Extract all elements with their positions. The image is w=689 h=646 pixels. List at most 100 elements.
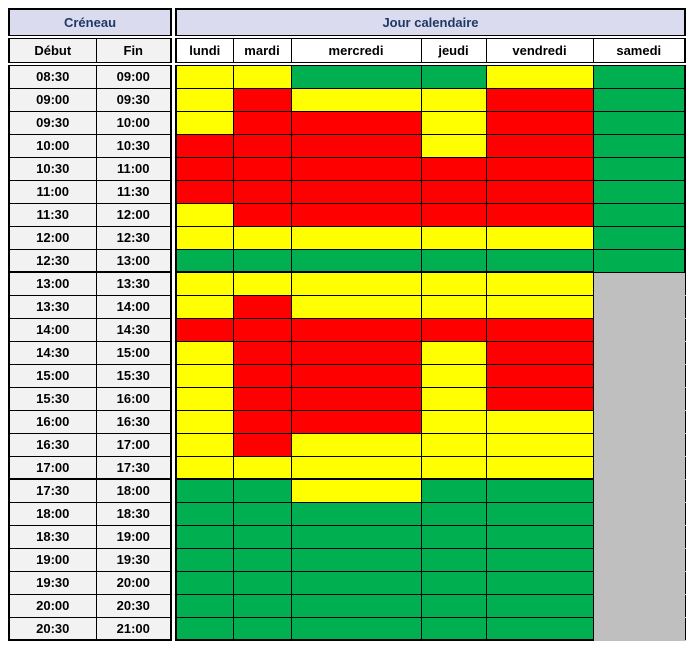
slot-cell-lundi-11:00[interactable] — [175, 179, 234, 204]
slot-cell-jeudi-18:00[interactable] — [420, 501, 487, 526]
slot-cell-mercredi-18:00[interactable] — [290, 501, 422, 526]
slot-cell-vendredi-16:30[interactable] — [485, 432, 594, 457]
slot-cell-mardi-13:00[interactable] — [232, 271, 292, 296]
slot-cell-lundi-08:30[interactable] — [175, 64, 234, 89]
slot-cell-mercredi-13:00[interactable] — [290, 271, 422, 296]
slot-cell-vendredi-08:30[interactable] — [485, 64, 594, 89]
slot-cell-samedi-12:00[interactable] — [592, 225, 686, 250]
slot-cell-jeudi-16:00[interactable] — [420, 409, 487, 434]
slot-cell-mercredi-08:30[interactable] — [290, 64, 422, 89]
slot-cell-jeudi-12:30[interactable] — [420, 248, 487, 273]
slot-cell-samedi-20:00[interactable] — [592, 593, 686, 618]
slot-cell-mardi-18:30[interactable] — [232, 524, 292, 549]
slot-cell-vendredi-19:30[interactable] — [485, 570, 594, 595]
slot-cell-samedi-11:00[interactable] — [592, 179, 686, 204]
slot-cell-mardi-17:00[interactable] — [232, 455, 292, 480]
slot-cell-jeudi-14:30[interactable] — [420, 340, 487, 365]
slot-cell-vendredi-11:00[interactable] — [485, 179, 594, 204]
slot-cell-mercredi-10:00[interactable] — [290, 133, 422, 158]
slot-cell-vendredi-10:00[interactable] — [485, 133, 594, 158]
slot-cell-mardi-11:00[interactable] — [232, 179, 292, 204]
slot-cell-samedi-09:00[interactable] — [592, 87, 686, 112]
slot-cell-jeudi-19:00[interactable] — [420, 547, 487, 572]
slot-cell-jeudi-14:00[interactable] — [420, 317, 487, 342]
slot-cell-lundi-14:00[interactable] — [175, 317, 234, 342]
slot-cell-mardi-20:30[interactable] — [232, 616, 292, 641]
slot-cell-vendredi-13:30[interactable] — [485, 294, 594, 319]
slot-cell-mardi-09:30[interactable] — [232, 110, 292, 135]
slot-cell-lundi-13:30[interactable] — [175, 294, 234, 319]
slot-cell-jeudi-20:00[interactable] — [420, 593, 487, 618]
slot-cell-samedi-10:00[interactable] — [592, 133, 686, 158]
slot-cell-mercredi-16:30[interactable] — [290, 432, 422, 457]
slot-cell-vendredi-19:00[interactable] — [485, 547, 594, 572]
slot-cell-lundi-19:30[interactable] — [175, 570, 234, 595]
slot-cell-jeudi-16:30[interactable] — [420, 432, 487, 457]
slot-cell-jeudi-11:30[interactable] — [420, 202, 487, 227]
slot-cell-samedi-09:30[interactable] — [592, 110, 686, 135]
slot-cell-lundi-20:00[interactable] — [175, 593, 234, 618]
slot-cell-jeudi-10:00[interactable] — [420, 133, 487, 158]
slot-cell-mercredi-09:30[interactable] — [290, 110, 422, 135]
slot-cell-mercredi-17:30[interactable] — [290, 478, 422, 503]
slot-cell-mercredi-14:00[interactable] — [290, 317, 422, 342]
slot-cell-jeudi-08:30[interactable] — [420, 64, 487, 89]
slot-cell-mercredi-11:00[interactable] — [290, 179, 422, 204]
slot-cell-mardi-11:30[interactable] — [232, 202, 292, 227]
slot-cell-mardi-09:00[interactable] — [232, 87, 292, 112]
slot-cell-vendredi-18:30[interactable] — [485, 524, 594, 549]
slot-cell-mardi-13:30[interactable] — [232, 294, 292, 319]
slot-cell-samedi-15:00[interactable] — [592, 363, 686, 388]
slot-cell-samedi-18:00[interactable] — [592, 501, 686, 526]
slot-cell-vendredi-14:00[interactable] — [485, 317, 594, 342]
slot-cell-mardi-08:30[interactable] — [232, 64, 292, 89]
slot-cell-mercredi-18:30[interactable] — [290, 524, 422, 549]
slot-cell-mercredi-09:00[interactable] — [290, 87, 422, 112]
slot-cell-mercredi-12:30[interactable] — [290, 248, 422, 273]
slot-cell-samedi-15:30[interactable] — [592, 386, 686, 411]
slot-cell-lundi-17:00[interactable] — [175, 455, 234, 480]
slot-cell-lundi-15:00[interactable] — [175, 363, 234, 388]
slot-cell-lundi-16:30[interactable] — [175, 432, 234, 457]
slot-cell-mercredi-15:30[interactable] — [290, 386, 422, 411]
slot-cell-jeudi-11:00[interactable] — [420, 179, 487, 204]
slot-cell-lundi-20:30[interactable] — [175, 616, 234, 641]
slot-cell-vendredi-17:00[interactable] — [485, 455, 594, 480]
slot-cell-jeudi-20:30[interactable] — [420, 616, 487, 641]
slot-cell-vendredi-09:00[interactable] — [485, 87, 594, 112]
slot-cell-vendredi-15:30[interactable] — [485, 386, 594, 411]
slot-cell-mercredi-19:00[interactable] — [290, 547, 422, 572]
slot-cell-lundi-14:30[interactable] — [175, 340, 234, 365]
slot-cell-lundi-17:30[interactable] — [175, 478, 234, 503]
slot-cell-samedi-12:30[interactable] — [592, 248, 686, 273]
slot-cell-vendredi-20:30[interactable] — [485, 616, 594, 641]
slot-cell-mercredi-11:30[interactable] — [290, 202, 422, 227]
slot-cell-jeudi-09:30[interactable] — [420, 110, 487, 135]
slot-cell-samedi-13:00[interactable] — [592, 271, 686, 296]
slot-cell-vendredi-18:00[interactable] — [485, 501, 594, 526]
slot-cell-vendredi-20:00[interactable] — [485, 593, 594, 618]
slot-cell-vendredi-15:00[interactable] — [485, 363, 594, 388]
slot-cell-mercredi-20:30[interactable] — [290, 616, 422, 641]
slot-cell-lundi-09:00[interactable] — [175, 87, 234, 112]
slot-cell-mercredi-16:00[interactable] — [290, 409, 422, 434]
slot-cell-mardi-16:30[interactable] — [232, 432, 292, 457]
slot-cell-mercredi-20:00[interactable] — [290, 593, 422, 618]
slot-cell-lundi-18:30[interactable] — [175, 524, 234, 549]
slot-cell-vendredi-16:00[interactable] — [485, 409, 594, 434]
slot-cell-mardi-10:00[interactable] — [232, 133, 292, 158]
slot-cell-lundi-09:30[interactable] — [175, 110, 234, 135]
slot-cell-mardi-12:30[interactable] — [232, 248, 292, 273]
slot-cell-samedi-11:30[interactable] — [592, 202, 686, 227]
slot-cell-lundi-10:30[interactable] — [175, 156, 234, 181]
slot-cell-vendredi-17:30[interactable] — [485, 478, 594, 503]
slot-cell-jeudi-17:00[interactable] — [420, 455, 487, 480]
slot-cell-mardi-14:30[interactable] — [232, 340, 292, 365]
slot-cell-lundi-12:00[interactable] — [175, 225, 234, 250]
slot-cell-samedi-16:00[interactable] — [592, 409, 686, 434]
slot-cell-jeudi-13:30[interactable] — [420, 294, 487, 319]
slot-cell-mardi-18:00[interactable] — [232, 501, 292, 526]
slot-cell-mardi-20:00[interactable] — [232, 593, 292, 618]
slot-cell-jeudi-18:30[interactable] — [420, 524, 487, 549]
slot-cell-mercredi-15:00[interactable] — [290, 363, 422, 388]
